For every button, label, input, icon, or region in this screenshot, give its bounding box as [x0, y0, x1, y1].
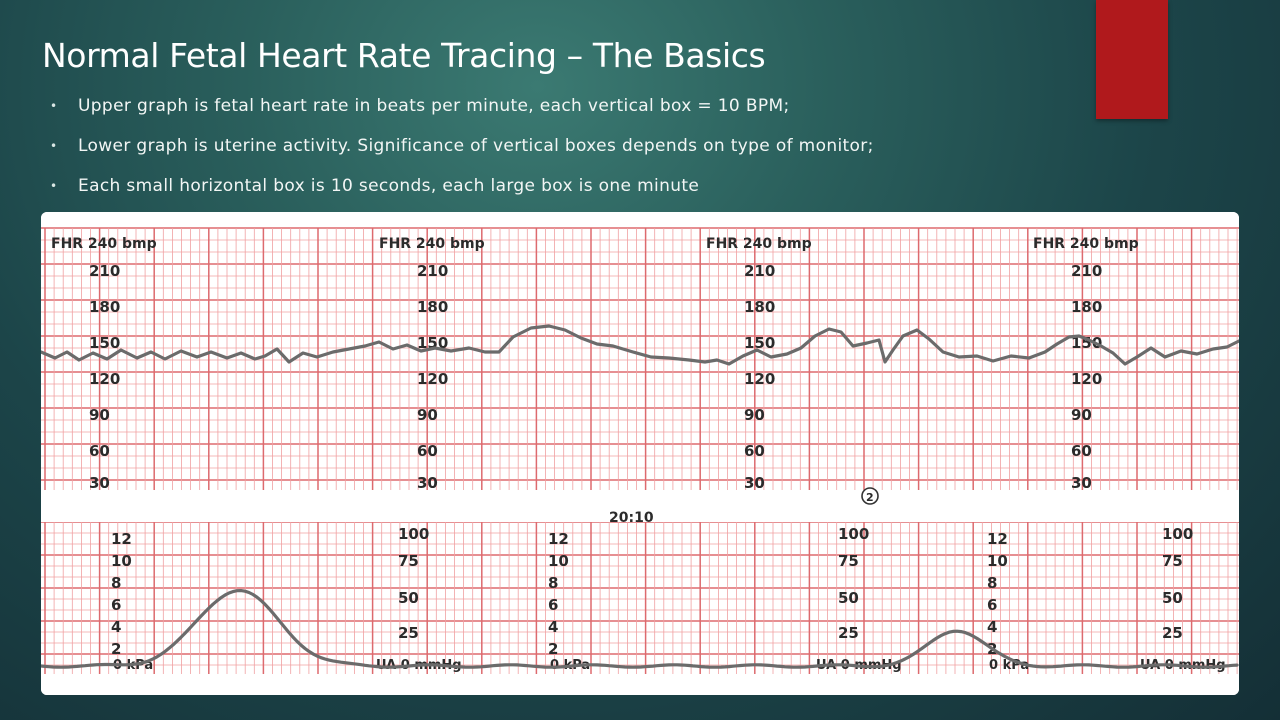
fhr-scale-label: 90: [744, 406, 765, 424]
fhr-scale-label: 60: [744, 442, 765, 460]
fhr-trace-line: [41, 324, 1239, 366]
mmhg-scale-label: 25: [1162, 624, 1183, 642]
fhr-scale-label: 120: [417, 370, 448, 388]
mmhg-scale-label: 100: [1162, 525, 1193, 543]
kpa-scale-label: 4: [111, 618, 121, 636]
kpa-scale-label: 4: [987, 618, 997, 636]
kpa-scale-label: 8: [548, 574, 558, 592]
bullet-text: Upper graph is fetal heart rate in beats…: [78, 96, 790, 116]
toco-trace-line: [41, 589, 1239, 669]
bullet-dot-icon: •: [50, 179, 58, 193]
fhr-scale-label: 30: [1071, 474, 1092, 492]
mmhg-scale-label: 50: [398, 589, 419, 607]
bullet-dot-icon: •: [50, 139, 58, 153]
fhr-scale-label: 210: [1071, 262, 1102, 280]
fhr-scale-label: 210: [744, 262, 775, 280]
event-mark-number: 2: [866, 491, 874, 504]
fhr-scale-label: 60: [417, 442, 438, 460]
paper-grid: [41, 227, 1239, 674]
fhr-scale-label: 120: [1071, 370, 1102, 388]
kpa-scale-label: 12: [548, 530, 569, 548]
ctg-tracing-image: FHR 240 bmp 210 180 150 120 90 60 30 FHR 240 bmp…: [41, 212, 1239, 695]
mmhg-scale-label: 75: [1162, 552, 1183, 570]
mmhg-scale-label: 50: [1162, 589, 1183, 607]
fhr-header-label: FHR 240 bmp: [1033, 236, 1139, 252]
fhr-scale-label: 180: [744, 298, 775, 316]
accent-bar: [1096, 0, 1168, 119]
mmhg-scale-label: 25: [838, 624, 859, 642]
kpa-scale-label: 4: [548, 618, 558, 636]
fhr-scale-label: 120: [744, 370, 775, 388]
kpa-scale-label: 2: [111, 640, 121, 658]
fhr-scale-label: 30: [417, 474, 438, 492]
kpa-scale-label: 8: [987, 574, 997, 592]
bullet-item: • Lower graph is uterine activity. Signi…: [48, 132, 874, 172]
bullet-item: • Each small horizontal box is 10 second…: [48, 172, 874, 212]
fhr-scale-label: 30: [744, 474, 765, 492]
mmhg-scale-label: 100: [398, 525, 429, 543]
bullet-dot-icon: •: [50, 99, 58, 113]
mmhg-scale-label: 75: [398, 552, 419, 570]
fhr-scale-label: 60: [1071, 442, 1092, 460]
mmhg-scale-label: 50: [838, 589, 859, 607]
bullet-item: • Upper graph is fetal heart rate in bea…: [48, 92, 874, 132]
bullet-list: • Upper graph is fetal heart rate in bea…: [48, 92, 874, 212]
fhr-scale-label: 60: [89, 442, 110, 460]
fhr-scale-label: 180: [1071, 298, 1102, 316]
kpa-scale-label: 6: [548, 596, 558, 614]
fhr-scale-label: 210: [417, 262, 448, 280]
fhr-scale-label: 150: [1071, 334, 1102, 352]
mmhg-scale-label: 100: [838, 525, 869, 543]
kpa-scale-label: 6: [111, 596, 121, 614]
kpa-scale-label: 8: [111, 574, 121, 592]
kpa-scale-label: 12: [987, 530, 1008, 548]
fhr-scale-label: 30: [89, 474, 110, 492]
fhr-scale-label: 150: [744, 334, 775, 352]
fhr-scale-label: 210: [89, 262, 120, 280]
bullet-text: Lower graph is uterine activity. Signifi…: [78, 136, 874, 156]
fhr-scale-label: 90: [1071, 406, 1092, 424]
fhr-scale-label: 90: [417, 406, 438, 424]
fhr-scale-label: 90: [89, 406, 110, 424]
fhr-header-label: FHR 240 bmp: [379, 236, 485, 252]
mmhg-scale-label: 75: [838, 552, 859, 570]
kpa-scale-label: 10: [111, 552, 132, 570]
kpa-scale-label: 6: [987, 596, 997, 614]
event-mark: 2: [861, 487, 879, 505]
slide-title: Normal Fetal Heart Rate Tracing – The Ba…: [42, 36, 766, 75]
fhr-header-label: FHR 240 bmp: [706, 236, 812, 252]
fhr-scale-label: 180: [89, 298, 120, 316]
kpa-scale-label: 2: [548, 640, 558, 658]
kpa-scale-label: 12: [111, 530, 132, 548]
fhr-scale-label: 120: [89, 370, 120, 388]
fhr-scale-label: 150: [89, 334, 120, 352]
bullet-text: Each small horizontal box is 10 seconds,…: [78, 176, 700, 196]
fhr-scale-label: 180: [417, 298, 448, 316]
fhr-header-label: FHR 240 bmp: [51, 236, 157, 252]
kpa-scale-label: 10: [548, 552, 569, 570]
strip-gap: [41, 490, 1239, 522]
mmhg-scale-label: 25: [398, 624, 419, 642]
kpa-scale-label: 10: [987, 552, 1008, 570]
time-mark: 20:10: [609, 510, 654, 526]
